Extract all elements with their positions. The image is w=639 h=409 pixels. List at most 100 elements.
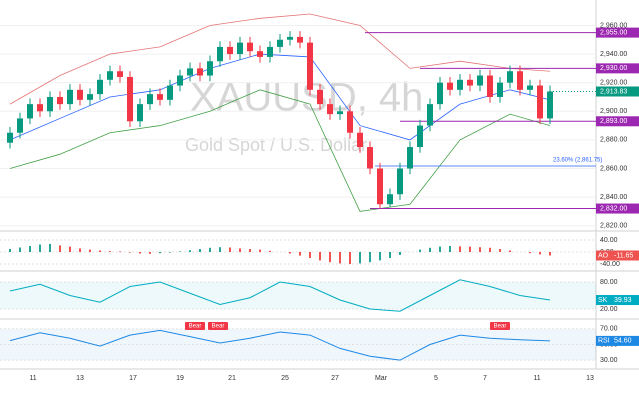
indicator-tag <box>596 250 639 261</box>
candle-body <box>37 104 43 112</box>
ao-bar <box>379 252 381 261</box>
x-tick-label: 21 <box>228 375 236 382</box>
ao-bar <box>339 252 341 264</box>
ao-bar <box>299 252 301 256</box>
candle-body <box>437 82 443 105</box>
ao-bar <box>119 251 121 252</box>
candle-body <box>237 42 243 55</box>
level-label: 2,930.00 <box>600 65 627 72</box>
candle-body <box>377 168 383 205</box>
level-label: 2,893.00 <box>600 118 627 125</box>
y-tick-label: 30.00 <box>600 357 618 364</box>
candle-body <box>207 61 213 76</box>
ao-bar <box>29 246 31 252</box>
candle-body <box>387 194 393 205</box>
ao-bar <box>239 248 241 252</box>
candle-body <box>7 132 13 143</box>
y-tick-label: 2,960.00 <box>600 22 627 29</box>
y-tick-label: 80.00 <box>600 279 618 286</box>
indicator-name: RSI <box>598 338 610 345</box>
y-tick-label: 2,880.00 <box>600 137 627 144</box>
pane-band <box>0 282 596 309</box>
y-tick-label: 2,860.00 <box>600 165 627 172</box>
ao-bar <box>459 246 461 252</box>
candle-body <box>77 89 83 100</box>
bear-box <box>490 322 510 330</box>
x-tick-label: 17 <box>129 375 137 382</box>
candle-body <box>497 82 503 97</box>
candle-body <box>367 147 373 169</box>
ao-bar <box>319 252 321 261</box>
bear-label: Bear <box>494 324 507 330</box>
candle-body <box>527 85 533 90</box>
rsi-line <box>9 329 551 361</box>
candle-body <box>147 94 153 105</box>
candle-body <box>217 46 223 62</box>
ao-bar <box>209 247 211 252</box>
y-tick-label: 2,820.00 <box>600 223 627 230</box>
ao-bar <box>199 249 201 252</box>
candle-body <box>187 68 193 76</box>
x-tick-label: 27 <box>331 375 339 382</box>
y-tick-label: 2,840.00 <box>600 194 627 201</box>
candle-body <box>457 79 463 90</box>
band-line <box>9 53 551 141</box>
ao-bar <box>479 247 481 252</box>
indicator-name: SK <box>598 297 608 304</box>
candle-body <box>537 85 543 119</box>
candle-body <box>127 76 133 122</box>
level-label-box <box>596 27 639 38</box>
fib-label: 23.60% (2,861.75) <box>553 158 602 164</box>
candle-body <box>27 104 33 119</box>
x-tick-label: 11 <box>533 375 540 382</box>
ao-bar <box>349 252 351 264</box>
candle-body <box>407 147 413 169</box>
ao-bar <box>49 243 51 252</box>
ao-bar <box>229 247 231 252</box>
indicator-tag <box>596 295 639 306</box>
ao-bar <box>89 249 91 252</box>
x-tick-label: 25 <box>281 375 289 382</box>
ao-bar <box>489 247 491 252</box>
x-tick-label: 11 <box>29 375 36 382</box>
ao-bar <box>429 247 431 252</box>
level-label-box <box>596 63 639 74</box>
candle-body <box>397 168 403 195</box>
ao-bar <box>129 252 131 253</box>
indicator-value: 54.60 <box>614 338 632 345</box>
candle-body <box>317 89 323 105</box>
candle-body <box>257 51 263 57</box>
candle-body <box>247 42 253 52</box>
ao-bar <box>9 249 11 252</box>
watermark-subtitle: Gold Spot / U.S. Dollar <box>185 135 367 155</box>
candle-body <box>67 89 73 105</box>
ao-bar <box>39 244 41 252</box>
indicator-value: 39.93 <box>614 297 632 304</box>
candle-body <box>357 132 363 148</box>
y-tick-label: -40.00 <box>600 261 620 268</box>
candle-body <box>517 71 523 90</box>
candle-body <box>307 42 313 90</box>
y-tick-label: 2,900.00 <box>600 108 627 115</box>
x-tick-label: Mar <box>375 375 388 382</box>
x-tick-label: 5 <box>434 375 438 382</box>
candle-body <box>97 79 103 95</box>
ao-bar <box>359 252 361 264</box>
current-price-label: 2,913.83 <box>600 88 627 95</box>
x-tick-label: 13 <box>586 375 594 382</box>
ao-bar <box>509 250 511 252</box>
y-tick-label: 2,940.00 <box>600 51 627 58</box>
ao-bar <box>499 249 501 252</box>
candle-body <box>277 39 283 47</box>
candle-body <box>477 75 483 86</box>
level-label-box <box>596 203 639 214</box>
ao-bar <box>369 252 371 263</box>
ao-bar <box>69 246 71 252</box>
stoch-line <box>9 279 551 312</box>
ao-bar <box>399 252 401 255</box>
bear-box <box>185 322 205 330</box>
y-tick-label: 70.00 <box>600 326 618 333</box>
candle-body <box>427 104 433 126</box>
y-tick-label: 2,920.00 <box>600 80 627 87</box>
